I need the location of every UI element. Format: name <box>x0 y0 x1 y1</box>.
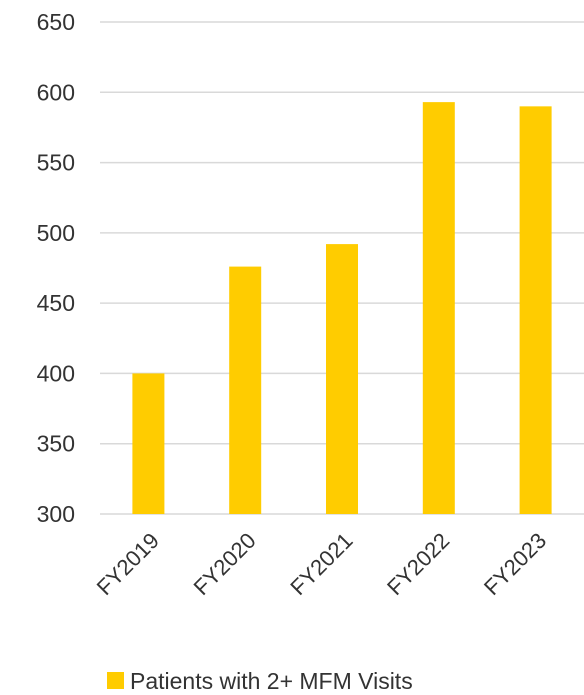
y-tick-label: 350 <box>37 431 75 457</box>
legend: Patients with 2+ MFM Visits <box>107 668 413 694</box>
legend-swatch <box>107 672 124 689</box>
y-tick-label: 650 <box>37 9 75 35</box>
y-tick-label: 600 <box>37 79 75 105</box>
y-tick-label: 550 <box>37 150 75 176</box>
y-axis: 300 350 400 450 500 550 600 650 <box>37 9 75 527</box>
y-tick-label: 500 <box>37 220 75 246</box>
bar-fy2021 <box>326 244 358 515</box>
x-tick-label: FY2022 <box>382 528 454 600</box>
bar-fy2022 <box>422 102 455 514</box>
y-tick-label: 450 <box>37 290 75 316</box>
legend-label: Patients with 2+ MFM Visits <box>130 668 413 694</box>
x-tick-label: FY2020 <box>189 528 261 600</box>
x-axis: FY2019 FY2020 FY2021 FY2022 FY2023 <box>92 528 551 600</box>
bars <box>132 102 552 515</box>
y-tick-label: 400 <box>37 360 75 386</box>
bar-fy2019 <box>132 373 165 514</box>
bar-fy2020 <box>229 266 262 514</box>
x-tick-label: FY2023 <box>479 528 551 600</box>
y-tick-label: 300 <box>37 501 75 527</box>
x-tick-label: FY2019 <box>92 528 164 600</box>
x-tick-label: FY2021 <box>285 528 357 600</box>
bar-fy2023 <box>519 106 552 514</box>
